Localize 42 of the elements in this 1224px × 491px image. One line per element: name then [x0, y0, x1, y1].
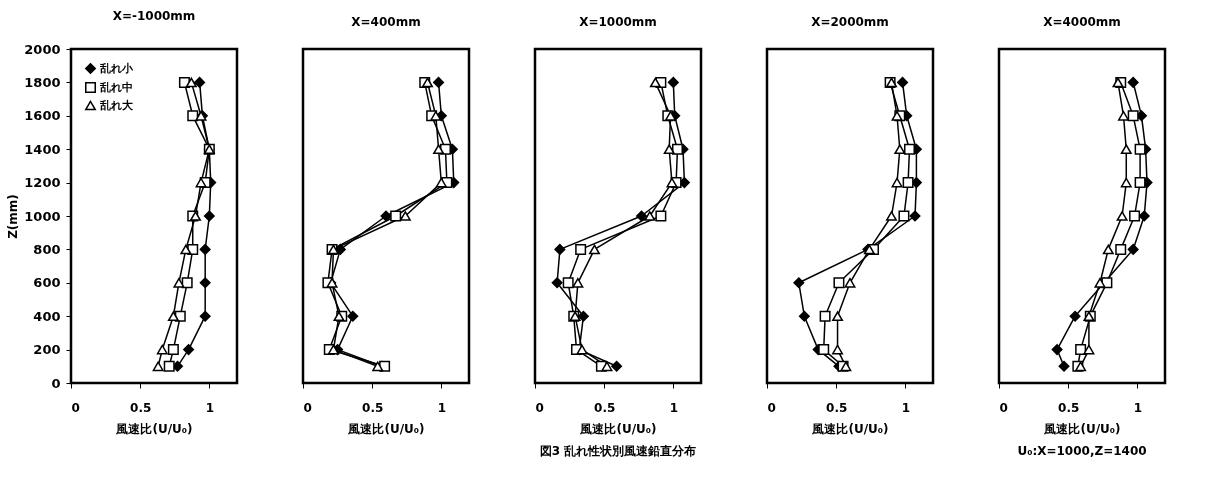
y-tick-label: 800 [33, 241, 61, 257]
y-tick-label: 400 [33, 308, 61, 324]
chart-title: X=2000mm [811, 15, 889, 29]
caption: 図3 乱れ性状別風速鉛直分布 [539, 444, 697, 458]
y-tick-label: 1600 [24, 108, 61, 124]
x-tick-label: 0 [71, 400, 80, 415]
legend-label: 乱れ中 [99, 80, 133, 94]
y-tick-label: 1400 [24, 141, 61, 157]
x-tick-label: 1 [205, 400, 215, 415]
x-axis-title: 風速比(U/U₀) [811, 421, 889, 436]
y-tick-label: 2000 [24, 41, 61, 57]
x-tick-label: 0 [999, 400, 1008, 415]
x-tick-label: 0 [767, 400, 776, 415]
y-tick-label: 1800 [24, 74, 61, 90]
x-tick-label: 0.5 [1058, 400, 1080, 415]
y-tick-label: 0 [51, 375, 61, 391]
x-axis-title: 風速比(U/U₀) [115, 421, 193, 436]
x-axis-title: 風速比(U/U₀) [579, 421, 657, 436]
legend-label: 乱れ大 [99, 98, 134, 112]
x-axis-title: 風速比(U/U₀) [347, 421, 425, 436]
y-tick-label: 1200 [24, 175, 61, 191]
x-axis-title: 風速比(U/U₀) [1043, 421, 1121, 436]
y-tick-label: 600 [33, 275, 61, 291]
chart-title: X=400mm [351, 15, 421, 29]
y-tick-label: 1000 [24, 208, 61, 224]
x-tick-label: 0.5 [594, 400, 616, 415]
y-tick-label: 200 [33, 342, 61, 358]
text: U₀:X=1000,Z=1400 [1017, 444, 1147, 458]
x-tick-label: 0 [303, 400, 312, 415]
x-tick-label: 1 [669, 400, 679, 415]
x-tick-label: 0.5 [362, 400, 384, 415]
x-tick-label: 0 [535, 400, 544, 415]
chart-title: X=-1000mm [112, 9, 196, 23]
x-tick-label: 1 [437, 400, 447, 415]
legend-label: 乱れ小 [99, 61, 134, 75]
chart-title: X=1000mm [579, 15, 657, 29]
x-tick-label: 1 [901, 400, 911, 415]
x-tick-label: 0.5 [826, 400, 848, 415]
chart-title: X=4000mm [1043, 15, 1121, 29]
y-axis-title: Z(mm) [6, 194, 21, 239]
x-tick-label: 0.5 [130, 400, 152, 415]
x-tick-label: 1 [1133, 400, 1143, 415]
